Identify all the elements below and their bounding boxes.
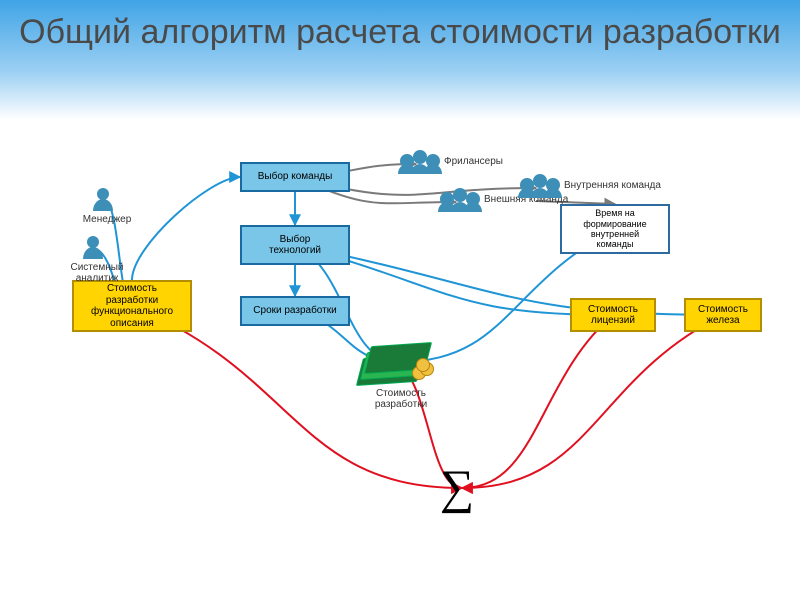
node-license-cost: Стоимостьлицензий [570,298,656,332]
internal-team-icon [520,174,560,204]
node-label: Стоимостьлицензий [588,304,638,327]
analyst-label: Системный аналитик [52,262,142,284]
node-label: Сроки разработки [253,305,336,317]
node-team-forming-time: Время наформированиевнутреннейкоманды [560,204,670,254]
analyst-icon [82,236,104,262]
external-team-icon [440,188,480,218]
node-label: Выбортехнологий [269,234,321,257]
node-label: Выбор команды [258,171,333,183]
dev-cost-label: Стоимостьразработки [356,388,446,410]
node-label: Время наформированиевнутреннейкоманды [583,208,646,249]
internal-team-label: Внутренняя команда [564,180,674,191]
freelancers-label: Фрилансеры [444,156,554,167]
node-spec-cost: Стоимостьразработкифункциональногоописан… [72,280,192,332]
node-label: Стоимостьразработкифункциональногоописан… [91,283,173,329]
node-label: Стоимостьжелеза [698,304,748,327]
diagram-canvas: Выбор команды Выбортехнологий Сроки разр… [0,0,800,600]
freelancers-icon [400,150,440,180]
node-tech-select: Выбортехнологий [240,225,350,265]
node-team-select: Выбор команды [240,162,350,192]
node-hardware-cost: Стоимостьжелеза [684,298,762,332]
node-dev-time: Сроки разработки [240,296,350,326]
manager-icon [92,188,114,214]
manager-label: Менеджер [62,214,152,225]
sigma-symbol: ∑ [440,460,474,515]
